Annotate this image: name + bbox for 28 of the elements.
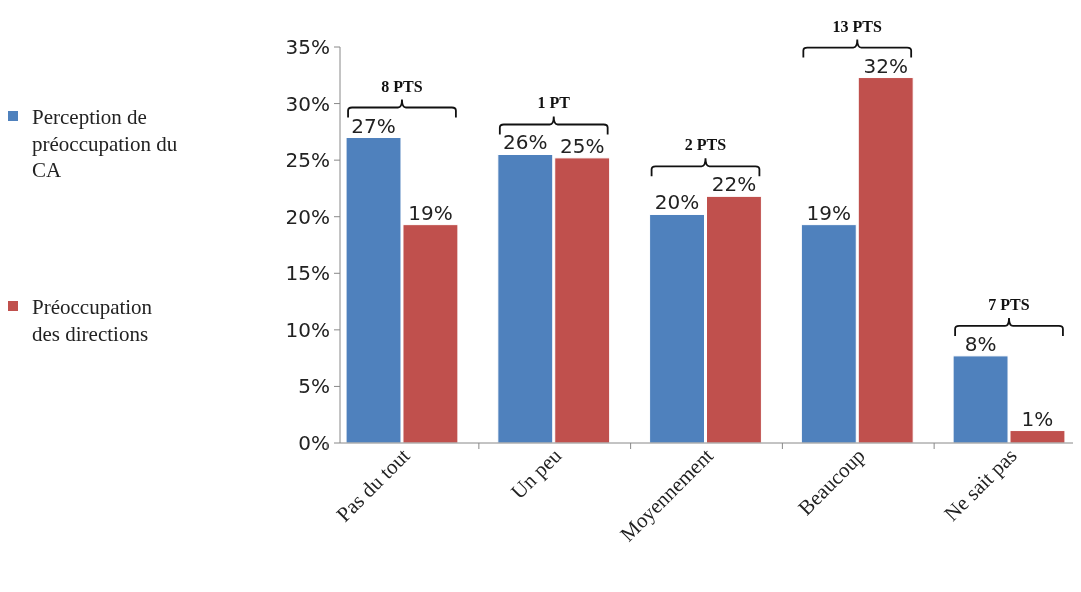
data-label: 20%: [654, 190, 700, 215]
annotation: 8 PTS: [381, 77, 423, 95]
annotation: 7 PTS: [988, 295, 1030, 313]
y-tick-label: 20%: [285, 204, 330, 229]
legend-label: Perception de préoccupation du CA: [32, 105, 178, 182]
data-label: 25%: [559, 133, 605, 158]
y-tick-label: 0%: [298, 431, 330, 455]
y-tick-label: 25%: [285, 148, 330, 173]
y-tick-label: 5%: [298, 374, 330, 399]
data-label: 26%: [503, 130, 548, 155]
y-tick-label: 35%: [285, 35, 330, 59]
annotation: 2 PTS: [684, 136, 727, 154]
data-label: 8%: [964, 331, 997, 356]
x-tick-label: Ne sait pas: [939, 443, 1022, 526]
data-label: 19%: [408, 200, 453, 225]
y-tick-label: 10%: [285, 317, 330, 342]
data-label: 32%: [863, 53, 908, 78]
annotation: 1 PT: [537, 94, 571, 112]
data-label: 1%: [1021, 406, 1054, 431]
legend-label: Préoccupation des directions: [32, 295, 153, 346]
y-tick-label: 15%: [285, 261, 330, 286]
x-tick-label: Un peu: [505, 443, 567, 504]
data-label: 22%: [711, 172, 757, 197]
y-tick-label: 30%: [285, 91, 330, 116]
x-tick-label: Pas du tout: [331, 443, 415, 527]
text: 13 PTS: [832, 17, 883, 35]
data-label: 19%: [806, 200, 852, 225]
data-label: 27%: [351, 113, 396, 138]
